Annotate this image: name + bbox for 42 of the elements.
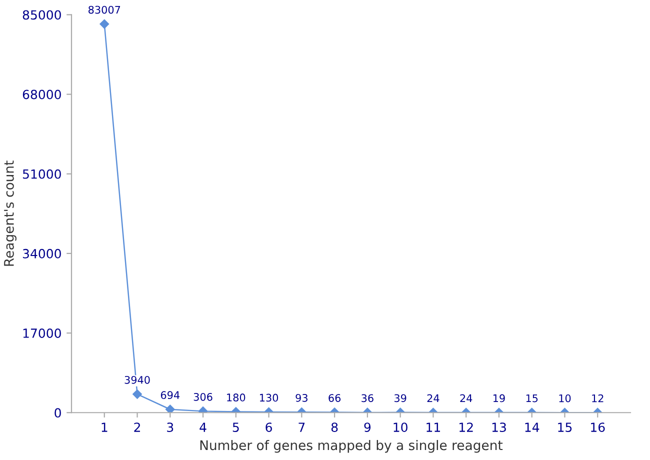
data-label: 19 bbox=[493, 394, 505, 402]
data-label: 93 bbox=[296, 394, 308, 402]
x-tick-label: 7 bbox=[298, 422, 305, 432]
data-label: 36 bbox=[362, 394, 374, 402]
data-label: 12 bbox=[592, 394, 604, 402]
x-tick-label: 1 bbox=[102, 422, 108, 432]
data-label: 15 bbox=[526, 394, 538, 402]
y-axis-title: Reagent's count bbox=[4, 160, 16, 266]
data-label: 694 bbox=[160, 391, 180, 400]
x-axis-title: Number of genes mapped by a single reagent bbox=[200, 440, 503, 453]
data-label: 24 bbox=[460, 394, 472, 402]
data-label: 130 bbox=[260, 394, 278, 402]
x-tick-label: 15 bbox=[558, 422, 572, 432]
x-tick-label: 9 bbox=[364, 422, 371, 432]
y-tick-label: 85000 bbox=[22, 10, 61, 20]
x-tick-label: 10 bbox=[394, 422, 408, 432]
data-label: 10 bbox=[559, 394, 571, 402]
y-tick-label: 0 bbox=[54, 408, 61, 418]
x-tick-label: 5 bbox=[232, 422, 239, 432]
data-label: 39 bbox=[394, 394, 406, 402]
y-tick-label: 51000 bbox=[22, 169, 61, 179]
x-tick-label: 12 bbox=[460, 422, 473, 432]
point bbox=[100, 19, 110, 29]
data-label: 24 bbox=[427, 394, 440, 402]
data-label: 306 bbox=[194, 392, 212, 401]
x-tick-label: 4 bbox=[200, 422, 206, 432]
data-label: 66 bbox=[328, 394, 341, 402]
data-label: 180 bbox=[227, 394, 246, 402]
x-tick-label: 11 bbox=[426, 422, 440, 432]
data-label: 83007 bbox=[88, 6, 120, 14]
x-tick-label: 6 bbox=[266, 422, 272, 432]
x-tick-label: 2 bbox=[134, 422, 140, 432]
data-label: 3940 bbox=[124, 376, 150, 384]
point bbox=[166, 404, 175, 413]
x-tick-label: 16 bbox=[591, 422, 605, 432]
x-tick-label: 3 bbox=[167, 422, 174, 432]
x-tick-label: 13 bbox=[492, 422, 506, 432]
x-tick-label: 14 bbox=[525, 422, 540, 432]
y-tick-label: 68000 bbox=[22, 90, 61, 100]
y-tick-label: 17000 bbox=[23, 328, 61, 338]
x-tick-label: 8 bbox=[331, 422, 338, 432]
y-tick-label: 34000 bbox=[22, 248, 61, 258]
